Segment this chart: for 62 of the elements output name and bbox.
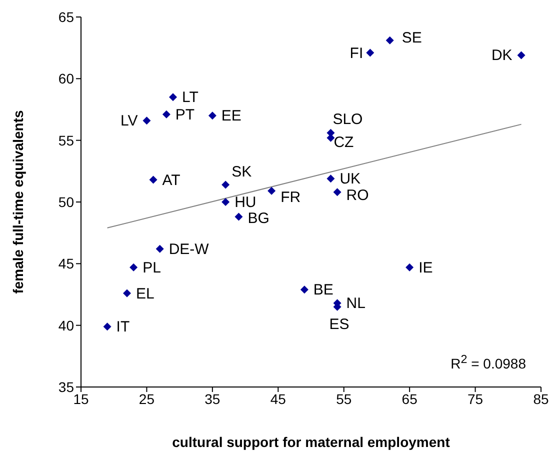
y-tick-label: 60 bbox=[58, 70, 74, 87]
point bbox=[517, 51, 526, 60]
point bbox=[386, 36, 394, 44]
point bbox=[222, 180, 230, 189]
point bbox=[366, 48, 374, 57]
point bbox=[162, 110, 170, 118]
x-tick-label: 65 bbox=[402, 390, 418, 407]
y-tick-label: 55 bbox=[58, 132, 74, 148]
annotation: DK bbox=[491, 47, 512, 64]
annotation: LT bbox=[182, 89, 198, 106]
x-tick-label: 35 bbox=[204, 390, 220, 407]
x-tick-label: 15 bbox=[73, 390, 89, 407]
annotation: UK bbox=[340, 170, 361, 188]
annotation: CZ bbox=[334, 134, 354, 151]
point bbox=[103, 322, 112, 331]
point bbox=[234, 212, 243, 221]
annotation: RO bbox=[346, 187, 369, 204]
point bbox=[326, 174, 335, 183]
x-axis-title: cultural support for maternal employment bbox=[172, 434, 450, 450]
annotation: DE-W bbox=[168, 240, 210, 258]
x-tick-label: 75 bbox=[467, 390, 484, 407]
y-tick-label: 35 bbox=[58, 378, 74, 395]
y-axis-title: female full-time equivalents bbox=[10, 110, 26, 294]
annotation: EE bbox=[221, 108, 242, 125]
annotation: SE bbox=[402, 29, 422, 46]
x-tick-label: 25 bbox=[138, 390, 155, 407]
point bbox=[142, 116, 151, 125]
x-tick-label: 85 bbox=[533, 390, 549, 407]
annotation: LV bbox=[120, 112, 138, 130]
x-tick-label: 45 bbox=[270, 390, 286, 407]
annotation: ES bbox=[329, 316, 350, 333]
annotation: FR bbox=[280, 188, 301, 206]
annotation: SLO bbox=[332, 110, 363, 128]
annotation: NL bbox=[346, 295, 366, 312]
point bbox=[268, 186, 276, 195]
annotation: PT bbox=[175, 106, 195, 124]
y-tick-label: 50 bbox=[58, 194, 74, 210]
annotation: HU bbox=[234, 194, 256, 211]
annotation: R$^{2}$ = 0.0988 bbox=[450, 353, 526, 372]
annotation: SK bbox=[232, 164, 252, 181]
y-tick-label: 45 bbox=[58, 256, 74, 272]
y-tick-label: 65 bbox=[58, 8, 74, 25]
x-tick-label: 55 bbox=[336, 390, 352, 407]
annotation: BE bbox=[313, 282, 334, 299]
point bbox=[406, 263, 414, 272]
point bbox=[208, 112, 216, 120]
annotation: IT bbox=[116, 318, 130, 336]
annotation: FI bbox=[350, 44, 364, 62]
point bbox=[149, 176, 158, 184]
point bbox=[222, 198, 230, 206]
point bbox=[130, 263, 138, 272]
point bbox=[156, 244, 164, 253]
y-tick-label: 40 bbox=[58, 317, 74, 334]
annotation: AT bbox=[162, 172, 180, 189]
point bbox=[300, 286, 308, 294]
point bbox=[123, 289, 131, 298]
annotation: EL bbox=[136, 285, 154, 302]
point bbox=[333, 188, 342, 196]
annotation: PL bbox=[142, 259, 161, 276]
annotation: IE bbox=[418, 259, 433, 276]
point bbox=[169, 93, 177, 102]
annotation: BG bbox=[248, 210, 270, 227]
